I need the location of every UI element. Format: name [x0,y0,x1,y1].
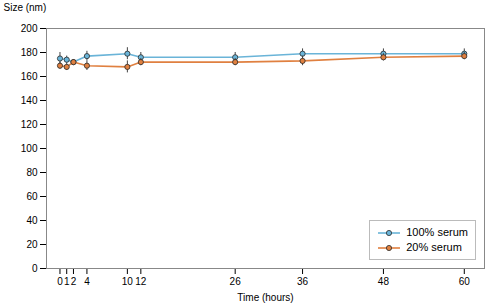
svg-text:2: 2 [71,276,77,287]
svg-text:80: 80 [26,167,38,178]
svg-text:160: 160 [21,71,38,82]
svg-text:20: 20 [26,239,38,250]
svg-text:12: 12 [135,276,147,287]
svg-text:140: 140 [21,95,38,106]
svg-text:180: 180 [21,47,38,58]
svg-text:60: 60 [459,276,471,287]
svg-text:26: 26 [230,276,242,287]
html-text:100% serum: 100% serum [406,226,468,238]
svg-text:36: 36 [297,276,309,287]
svg-text:40: 40 [26,215,38,226]
svg-text:120: 120 [21,119,38,130]
svg-text:100: 100 [21,143,38,154]
svg-text:Size (nm): Size (nm) [4,2,47,13]
svg-text:200: 200 [21,23,38,34]
svg-text:0: 0 [57,276,63,287]
svg-text:60: 60 [26,191,38,202]
svg-text:1: 1 [64,276,70,287]
svg-text:0: 0 [32,263,38,274]
html-text:20% serum: 20% serum [406,241,462,253]
svg-text:48: 48 [378,276,390,287]
svg-text:Time (hours): Time (hours) [237,292,293,303]
svg-text:10: 10 [122,276,134,287]
svg-text:4: 4 [84,276,90,287]
